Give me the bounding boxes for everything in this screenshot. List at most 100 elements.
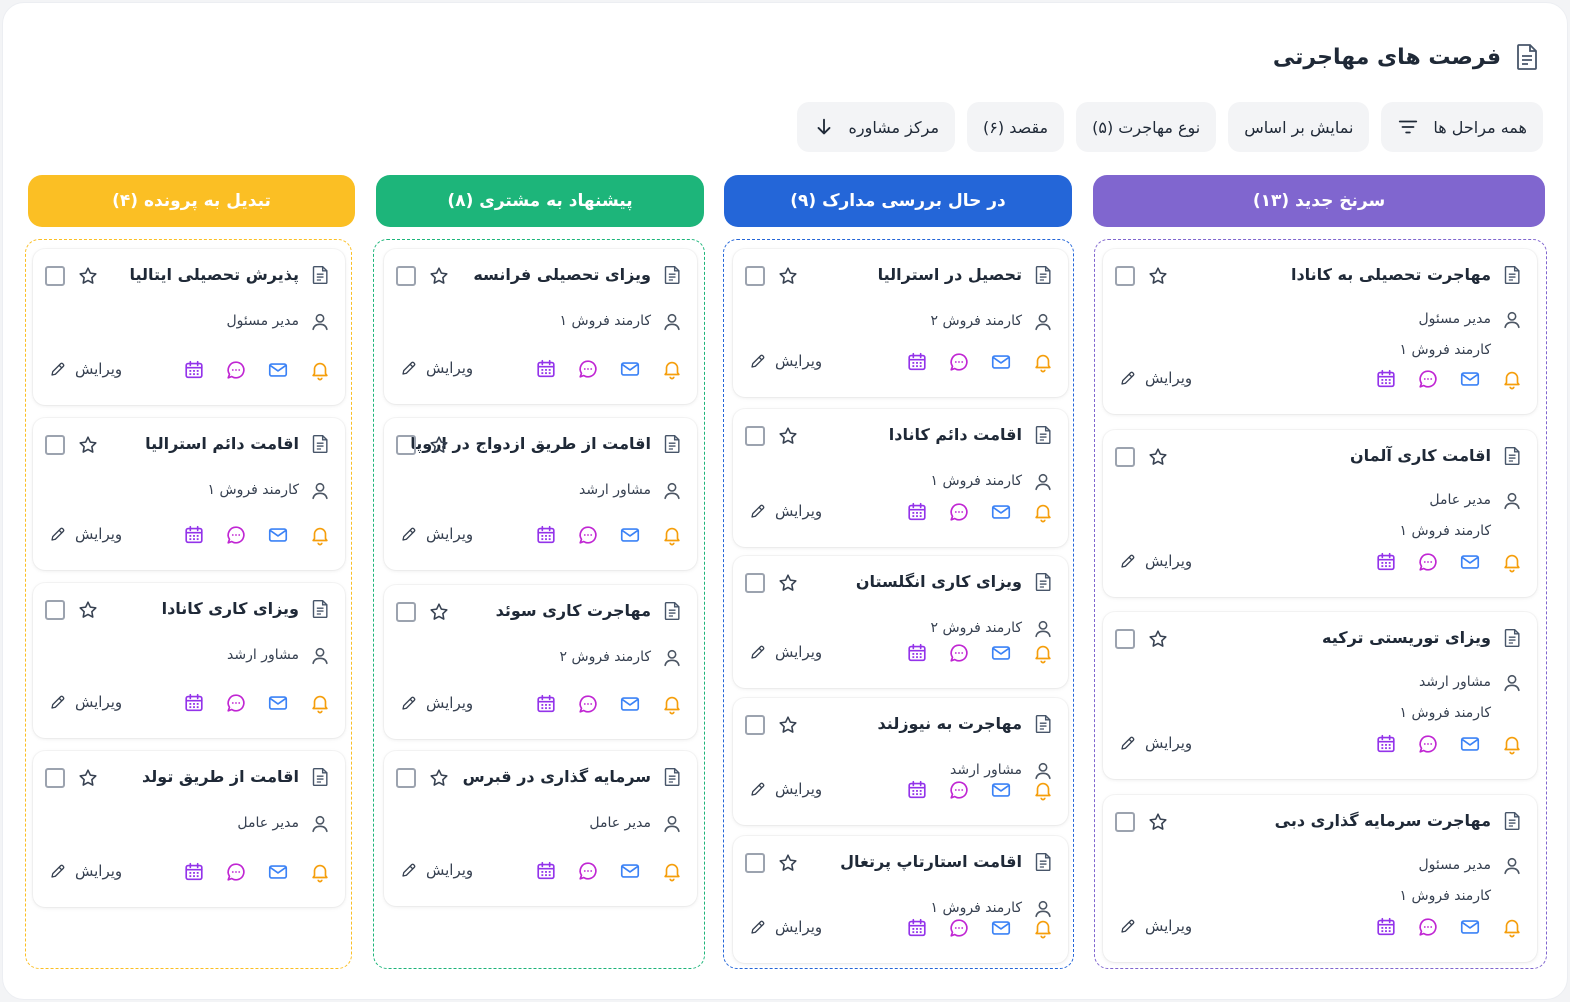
edit-button[interactable]: ویرایش [749,643,822,661]
chat-icon[interactable] [577,860,599,882]
filter-show-by[interactable]: نمایش بر اساس [1228,102,1370,152]
opportunity-card[interactable]: ویزای تحصیلی فرانسه کارمند فروش ۱ ویرایش [384,249,697,404]
calendar-icon[interactable] [535,358,557,380]
bell-icon[interactable] [661,524,683,546]
mail-icon[interactable] [619,358,641,380]
card-checkbox[interactable] [745,266,765,286]
star-icon[interactable] [77,265,99,287]
opportunity-card[interactable]: اقامت دائم استرالیا کارمند فروش ۱ ویرایش [33,418,345,570]
opportunity-card[interactable]: مهاجرت کاری سوئد کارمند فروش ۲ ویرایش [384,585,697,739]
opportunity-card[interactable]: سرمایه گذاری در قبرس مدیر عامل ویرایش [384,751,697,906]
opportunity-card[interactable]: اقامت از طریق ازدواج در اروپا مشاور ارشد و… [384,418,697,570]
edit-button[interactable]: ویرایش [1119,552,1192,570]
chat-icon[interactable] [948,779,970,801]
chat-icon[interactable] [1417,733,1439,755]
calendar-icon[interactable] [183,861,205,883]
calendar-icon[interactable] [535,524,557,546]
calendar-icon[interactable] [906,642,928,664]
mail-icon[interactable] [619,524,641,546]
chat-icon[interactable] [577,358,599,380]
column-header[interactable]: در حال بررسی مدارک (۹) [724,175,1072,227]
card-checkbox[interactable] [45,266,65,286]
calendar-icon[interactable] [535,860,557,882]
bell-icon[interactable] [661,693,683,715]
opportunity-card[interactable]: اقامت دائم کانادا کارمند فروش ۱ ویرایش [733,409,1068,547]
card-checkbox[interactable] [745,573,765,593]
mail-icon[interactable] [990,351,1012,373]
edit-button[interactable]: ویرایش [749,502,822,520]
chat-icon[interactable] [1417,368,1439,390]
star-icon[interactable] [1147,628,1169,650]
opportunity-card[interactable]: مهاجرت تحصیلی به کانادا مدیر مسئول کارمند … [1103,249,1537,414]
opportunity-card[interactable]: ویزای کاری انگلستان کارمند فروش ۲ ویرایش [733,556,1068,688]
bell-icon[interactable] [661,358,683,380]
chat-icon[interactable] [948,501,970,523]
calendar-icon[interactable] [1375,733,1397,755]
filter-consulting-center[interactable]: مرکز مشاوره [796,102,956,152]
edit-button[interactable]: ویرایش [749,780,822,798]
mail-icon[interactable] [1459,916,1481,938]
bell-icon[interactable] [1032,501,1054,523]
edit-button[interactable]: ویرایش [400,694,473,712]
bell-icon[interactable] [1032,642,1054,664]
filter-destination[interactable]: مقصد (۶) [967,102,1065,152]
card-checkbox[interactable] [396,602,416,622]
edit-button[interactable]: ویرایش [1119,917,1192,935]
star-icon[interactable] [777,425,799,447]
mail-icon[interactable] [1459,368,1481,390]
chat-icon[interactable] [1417,916,1439,938]
edit-button[interactable]: ویرایش [49,360,122,378]
card-checkbox[interactable] [45,600,65,620]
column-header[interactable]: پیشنهاد به مشتری (۸) [376,175,704,227]
mail-icon[interactable] [990,779,1012,801]
card-checkbox[interactable] [1115,266,1135,286]
star-icon[interactable] [428,601,450,623]
opportunity-card[interactable]: تحصیل در استرالیا کارمند فروش ۲ ویرایش [733,249,1068,397]
chat-icon[interactable] [225,861,247,883]
filter-migration-type[interactable]: نوع مهاجرت (۵) [1076,102,1217,152]
edit-button[interactable]: ویرایش [49,693,122,711]
opportunity-card[interactable]: اقامت از طریق تولد مدیر عامل ویرایش [33,751,345,907]
chat-icon[interactable] [948,642,970,664]
calendar-icon[interactable] [906,779,928,801]
opportunity-card[interactable]: ویزای کاری کانادا مشاور ارشد ویرایش [33,583,345,738]
calendar-icon[interactable] [906,501,928,523]
edit-button[interactable]: ویرایش [1119,369,1192,387]
card-checkbox[interactable] [745,853,765,873]
column-header[interactable]: تبدیل به پرونده (۴) [28,175,355,227]
column-header[interactable]: سرنخ جدید (۱۳) [1093,175,1545,227]
edit-button[interactable]: ویرایش [400,525,473,543]
opportunity-card[interactable]: مهاجرت به نیوزلند مشاور ارشد ویرایش [733,698,1068,825]
star-icon[interactable] [428,767,450,789]
edit-button[interactable]: ویرایش [49,525,122,543]
mail-icon[interactable] [619,693,641,715]
bell-icon[interactable] [1032,779,1054,801]
calendar-icon[interactable] [183,359,205,381]
bell-icon[interactable] [1032,351,1054,373]
bell-icon[interactable] [661,860,683,882]
card-checkbox[interactable] [1115,812,1135,832]
filter-all-stages[interactable]: همه مراحل ها [1381,102,1543,152]
edit-button[interactable]: ویرایش [49,862,122,880]
calendar-icon[interactable] [535,693,557,715]
mail-icon[interactable] [990,501,1012,523]
chat-icon[interactable] [1417,551,1439,573]
opportunity-card[interactable]: اقامت استارتاپ پرتغال کارمند فروش ۱ ویرایش [733,836,1068,963]
mail-icon[interactable] [990,917,1012,939]
card-checkbox[interactable] [745,426,765,446]
star-icon[interactable] [1147,446,1169,468]
chat-icon[interactable] [225,524,247,546]
card-checkbox[interactable] [45,435,65,455]
chat-icon[interactable] [948,917,970,939]
bell-icon[interactable] [1501,733,1523,755]
opportunity-card[interactable]: پذیرش تحصیلی ایتالیا مدیر مسئول ویرایش [33,249,345,405]
chat-icon[interactable] [948,351,970,373]
star-icon[interactable] [77,434,99,456]
opportunity-card[interactable]: مهاجرت سرمایه گذاری دبی مدیر مسئول کارمند … [1103,795,1537,962]
calendar-icon[interactable] [183,524,205,546]
chat-icon[interactable] [577,693,599,715]
calendar-icon[interactable] [906,917,928,939]
chat-icon[interactable] [225,692,247,714]
opportunity-card[interactable]: اقامت کاری آلمان مدیر عامل کارمند فروش ۱ وی… [1103,430,1537,597]
bell-icon[interactable] [309,359,331,381]
